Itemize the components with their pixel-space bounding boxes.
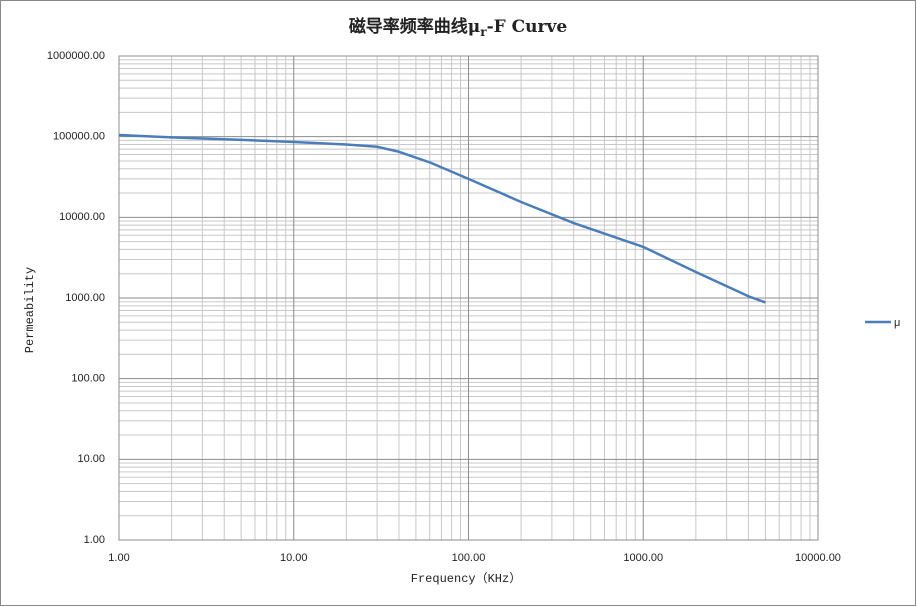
x-axis-title: Frequency（KHz） [411,571,521,586]
x-tick-label: 1000.00 [623,552,663,564]
plot-border [118,55,819,541]
data-line [118,133,766,304]
title-subscript: r [480,25,487,39]
x-tick-label: 10.00 [280,552,308,564]
chart-title: 磁导率频率曲线μr-F Curve [349,16,568,39]
y-tick-label: 10.00 [77,453,105,465]
y-tick-label: 10000.00 [59,211,105,223]
title-main: 磁导率频率曲线μ [349,16,480,37]
y-tick-label: 1000000.00 [47,50,105,62]
y-tick-label: 100.00 [71,373,105,385]
x-tick-label: 100.00 [452,552,486,564]
y-tick-label: 100000.00 [53,131,105,143]
y-axis-title: Permeability [23,267,37,353]
y-tick-label: 1.00 [84,534,105,546]
title-suffix: -F Curve [487,17,568,37]
x-tick-label: 10000.00 [795,552,841,564]
y-tick-label: 1000.00 [65,292,105,304]
legend-label: μ [894,317,900,329]
x-tick-label: 1.00 [108,552,129,564]
